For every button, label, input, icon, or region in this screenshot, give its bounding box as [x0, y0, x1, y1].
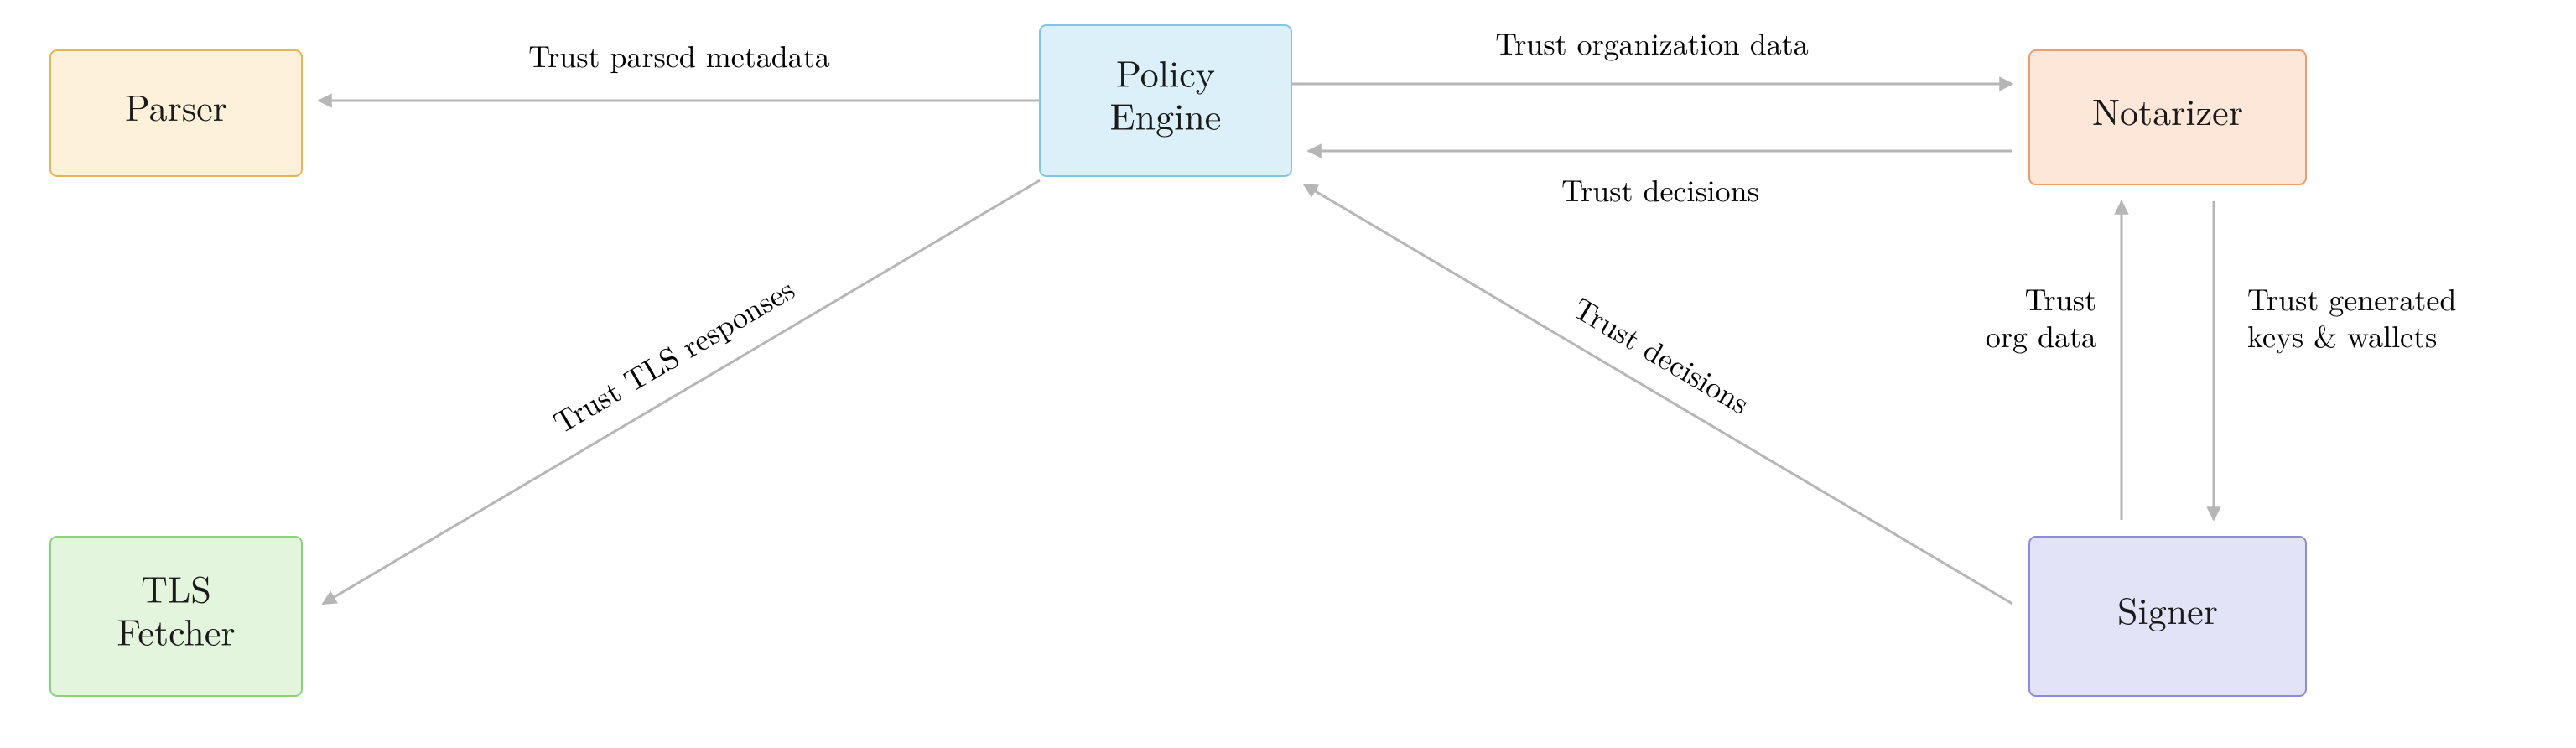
nodes-layer: Parser PolicyEngine Notarizer TLSFetcher Sig…	[50, 25, 2306, 696]
edge-signer-policy	[1304, 184, 2012, 604]
edge-policy-tls	[323, 180, 1040, 604]
node-label-notarizer: Notarizer	[2092, 83, 2243, 136]
edge-label-policy-tls: Trust TLS responses	[544, 267, 801, 442]
edge-side-label-trust_org_data: Trustorg data	[1986, 277, 2096, 356]
edge-side-label-trust_keys: Trust generatedkeys & wallets	[2247, 277, 2456, 356]
edge-label-notarizer-policy: Trust decisions	[1561, 168, 1759, 210]
node-notarizer: Notarizer	[2029, 50, 2306, 184]
node-tls: TLSFetcher	[50, 537, 302, 696]
node-label-parser: Parser	[125, 79, 227, 132]
edge-label-signer-policy: Trust decisions	[1566, 286, 1758, 423]
node-label-policy: PolicyEngine	[1110, 45, 1222, 141]
node-signer: Signer	[2029, 537, 2306, 696]
node-policy: PolicyEngine	[1040, 25, 1291, 176]
edge-label-policy-notarizer: Trust organization data	[1495, 21, 1808, 64]
edge-label-policy-parser: Trust parsed metadata	[528, 34, 830, 76]
node-label-signer: Signer	[2117, 582, 2218, 635]
node-parser: Parser	[50, 50, 302, 176]
